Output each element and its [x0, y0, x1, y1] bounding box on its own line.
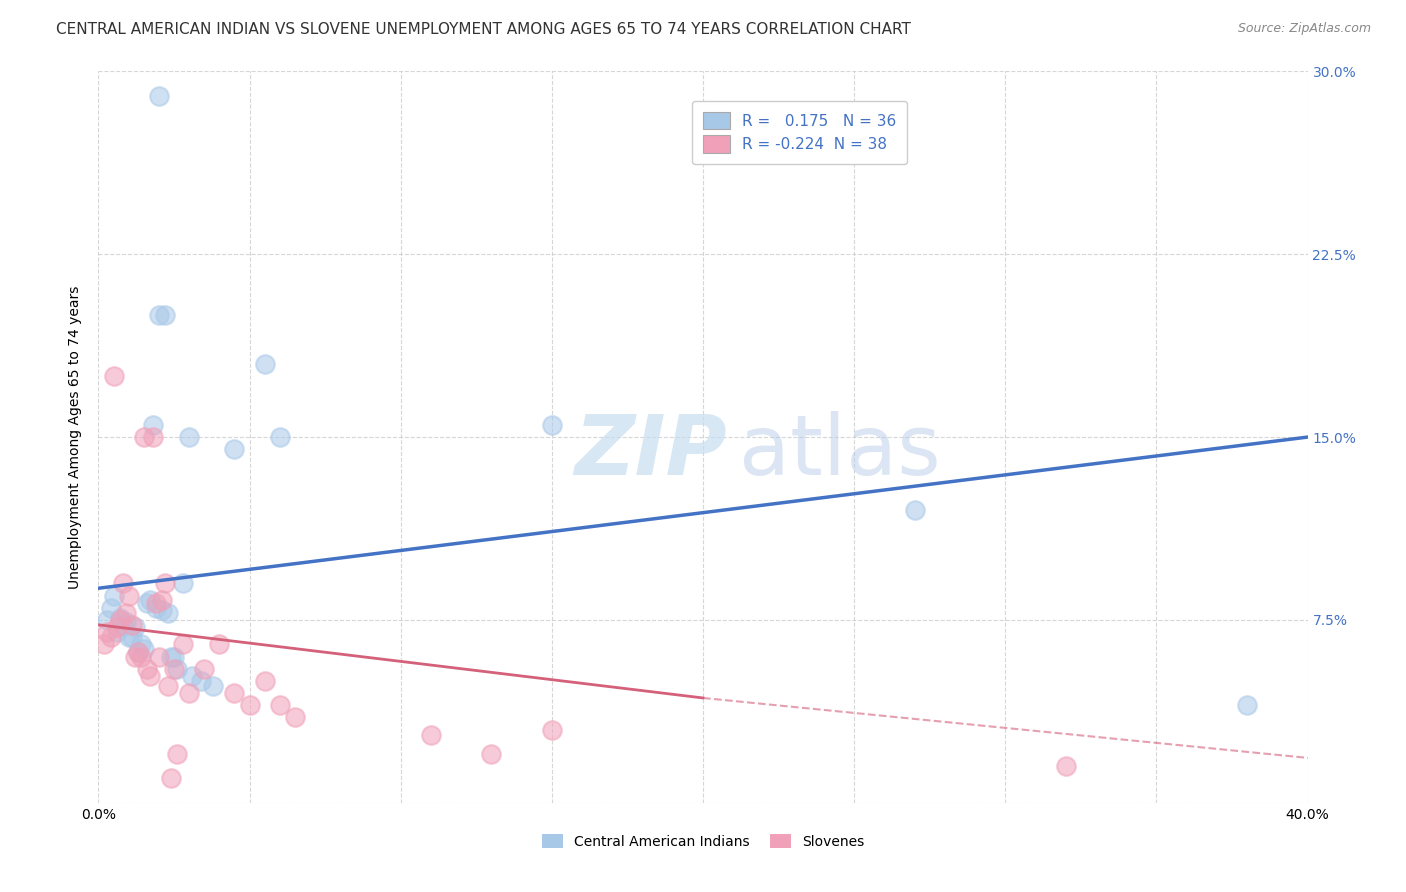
Point	[93, 637, 115, 651]
Point	[100, 600, 122, 615]
Point	[142, 417, 165, 432]
Point	[166, 747, 188, 761]
Point	[190, 673, 212, 688]
Point	[160, 649, 183, 664]
Point	[172, 637, 194, 651]
Point	[145, 600, 167, 615]
Point	[135, 662, 157, 676]
Point	[108, 613, 131, 627]
Point	[153, 308, 176, 322]
Point	[118, 630, 141, 644]
Point	[253, 357, 276, 371]
Legend: Central American Indians, Slovenes: Central American Indians, Slovenes	[536, 829, 870, 855]
Point	[179, 686, 201, 700]
Point	[179, 430, 201, 444]
Y-axis label: Unemployment Among Ages 65 to 74 years: Unemployment Among Ages 65 to 74 years	[69, 285, 83, 589]
Point	[129, 637, 152, 651]
Point	[142, 430, 165, 444]
Point	[96, 625, 118, 640]
Point	[904, 503, 927, 517]
Point	[132, 642, 155, 657]
Point	[121, 617, 143, 632]
Point	[148, 649, 170, 664]
Point	[105, 620, 128, 634]
Point	[156, 679, 179, 693]
Point	[224, 442, 246, 457]
Point	[253, 673, 276, 688]
Point	[100, 630, 122, 644]
Point	[166, 662, 188, 676]
Point	[105, 625, 128, 640]
Point	[139, 593, 162, 607]
Point	[145, 596, 167, 610]
Text: atlas: atlas	[740, 411, 941, 492]
Point	[103, 589, 125, 603]
Point	[172, 576, 194, 591]
Text: Source: ZipAtlas.com: Source: ZipAtlas.com	[1237, 22, 1371, 36]
Point	[96, 613, 118, 627]
Point	[269, 698, 291, 713]
Point	[208, 637, 231, 651]
Point	[540, 417, 562, 432]
Text: ZIP: ZIP	[575, 411, 727, 492]
Point	[153, 576, 176, 591]
Point	[127, 645, 149, 659]
Point	[118, 589, 141, 603]
Point	[124, 649, 146, 664]
Point	[481, 747, 503, 761]
Point	[108, 610, 131, 624]
Point	[129, 649, 152, 664]
Point	[163, 649, 186, 664]
Point	[111, 617, 134, 632]
Text: CENTRAL AMERICAN INDIAN VS SLOVENE UNEMPLOYMENT AMONG AGES 65 TO 74 YEARS CORREL: CENTRAL AMERICAN INDIAN VS SLOVENE UNEMP…	[56, 22, 911, 37]
Point	[114, 615, 136, 630]
Point	[1054, 759, 1077, 773]
Point	[121, 630, 143, 644]
Point	[150, 593, 173, 607]
Point	[1236, 698, 1258, 713]
Point	[202, 679, 225, 693]
Point	[163, 662, 186, 676]
Point	[124, 620, 146, 634]
Point	[224, 686, 246, 700]
Point	[269, 430, 291, 444]
Point	[148, 88, 170, 103]
Point	[103, 369, 125, 384]
Point	[135, 596, 157, 610]
Point	[148, 308, 170, 322]
Point	[132, 430, 155, 444]
Point	[150, 603, 173, 617]
Point	[284, 710, 307, 724]
Point	[239, 698, 262, 713]
Point	[160, 772, 183, 786]
Point	[540, 723, 562, 737]
Point	[114, 606, 136, 620]
Point	[193, 662, 215, 676]
Point	[139, 669, 162, 683]
Point	[156, 606, 179, 620]
Point	[420, 727, 443, 741]
Point	[111, 576, 134, 591]
Point	[181, 669, 204, 683]
Point	[127, 645, 149, 659]
